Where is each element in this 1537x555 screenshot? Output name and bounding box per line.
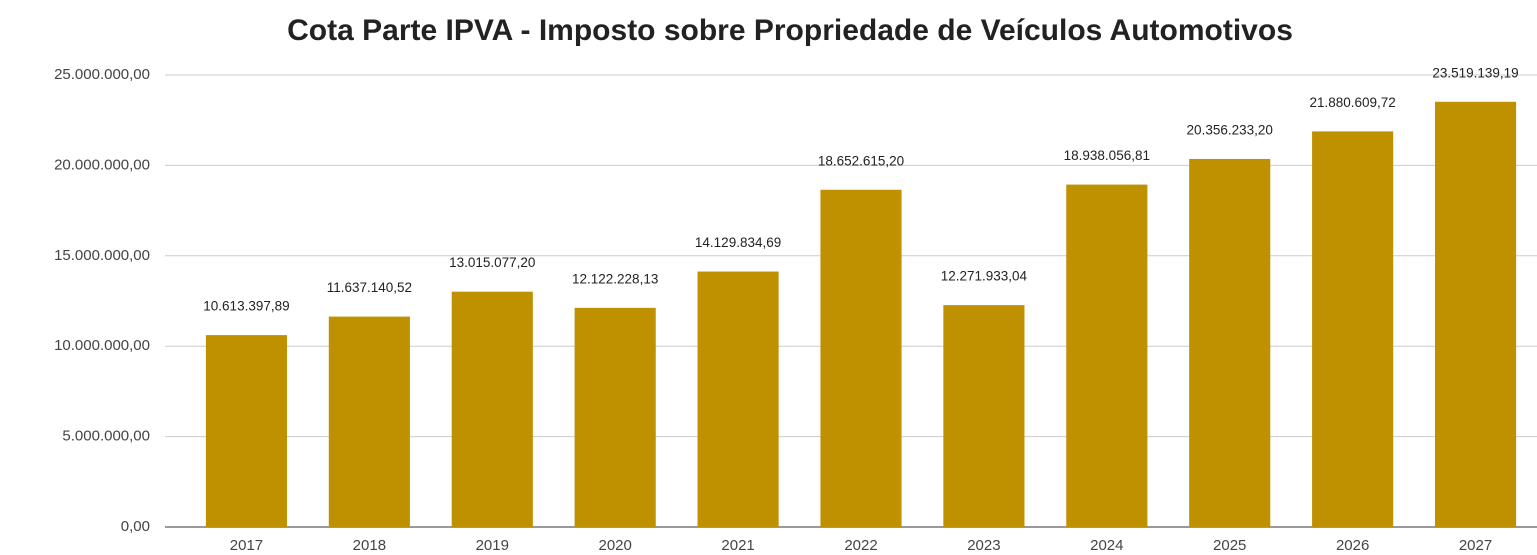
y-tick-label: 20.000.000,00 [54,156,150,173]
bar [205,335,288,527]
x-tick-label: 2024 [1090,537,1123,554]
bar [820,189,902,527]
y-tick-label: 5.000.000,00 [62,428,150,445]
bar [574,307,656,527]
data-label: 12.271.933,04 [941,269,1028,284]
bar [1066,184,1148,528]
x-tick-label: 2023 [967,537,1000,554]
data-label: 10.613.397,89 [203,299,289,314]
x-tick-label: 2022 [844,537,877,554]
x-tick-label: 2021 [721,537,754,554]
data-label: 18.652.615,20 [818,153,904,168]
x-tick-label: 2027 [1459,537,1492,554]
bar [1434,101,1517,528]
x-tick-label: 2018 [353,537,386,554]
y-tick-label: 25.000.000,00 [54,66,150,83]
y-tick-label: 0,00 [121,518,150,535]
data-label: 20.356.233,20 [1187,123,1273,138]
data-label: 11.637.140,52 [327,280,412,295]
y-tick-label: 10.000.000,00 [54,337,150,354]
bar [1189,158,1271,528]
data-label: 21.880.609,72 [1309,95,1395,110]
bar [1312,131,1394,528]
x-tick-label: 2019 [476,537,509,554]
data-label: 12.122.228,13 [572,271,658,286]
x-tick-label: 2025 [1213,537,1246,554]
bar [697,271,779,527]
data-label: 14.129.834,69 [695,235,781,250]
data-label: 13.015.077,20 [449,255,535,270]
x-tick-label: 2026 [1336,537,1369,554]
x-tick-label: 2017 [230,537,263,554]
bar [943,305,1025,527]
y-tick-label: 15.000.000,00 [54,247,150,264]
data-label: 23.519.139,19 [1432,65,1518,80]
x-tick-label: 2020 [598,537,631,554]
chart-title: Cota Parte IPVA - Imposto sobre Propried… [287,14,1293,47]
data-label: 18.938.056,81 [1064,148,1150,163]
bar [328,316,410,527]
bar [451,291,533,527]
